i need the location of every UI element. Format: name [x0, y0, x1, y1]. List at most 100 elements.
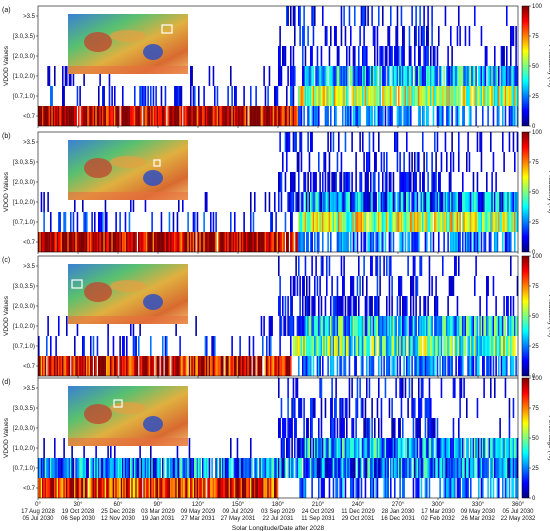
heatmap-cell — [416, 212, 419, 232]
heatmap-cell — [322, 458, 324, 478]
heatmap-cell — [415, 438, 417, 458]
heatmap-cell — [42, 356, 44, 376]
heatmap-cell — [400, 172, 403, 192]
heatmap-cell — [235, 356, 237, 376]
heatmap-cell — [302, 46, 304, 66]
heatmap-cell — [266, 336, 268, 356]
heatmap-cell — [331, 418, 333, 438]
heatmap-cell — [439, 172, 441, 192]
heatmap-cell — [78, 106, 80, 126]
heatmap-cell — [75, 458, 77, 478]
heatmap-cell — [394, 212, 396, 232]
heatmap-cell — [312, 26, 315, 46]
heatmap-cell — [460, 458, 463, 478]
heatmap-cell — [59, 212, 61, 232]
heatmap-cell — [62, 86, 64, 106]
heatmap-cell — [146, 106, 148, 126]
heatmap-cell — [142, 458, 144, 478]
heatmap-cell — [431, 418, 433, 438]
heatmap-cell — [238, 106, 240, 126]
heatmap-cell — [320, 192, 323, 212]
heatmap-cell — [262, 336, 264, 356]
heatmap-cell — [283, 418, 285, 438]
heatmap-cell — [387, 106, 389, 126]
heatmap-cell — [418, 398, 420, 418]
heatmap-cell — [172, 458, 175, 478]
heatmap-cell — [347, 296, 349, 316]
heatmap-cell — [322, 316, 324, 336]
heatmap-cell — [286, 152, 288, 172]
heatmap-cell — [144, 478, 147, 498]
heatmap-cell — [106, 458, 108, 478]
heatmap-cell — [162, 232, 164, 252]
heatmap-cell — [510, 336, 512, 356]
heatmap-cell — [303, 6, 305, 26]
heatmap-cell — [207, 106, 209, 126]
heatmap-cell — [351, 192, 353, 212]
heatmap-cell — [311, 336, 313, 356]
heatmap-cell — [222, 458, 224, 478]
heatmap-cell — [399, 336, 401, 356]
heatmap-cell — [386, 296, 388, 316]
heatmap-cell — [300, 438, 303, 458]
heatmap-cell — [90, 232, 92, 252]
heatmap-cell — [438, 172, 440, 192]
colorbar-label: Probability (%) — [547, 171, 550, 213]
heatmap-cell — [126, 336, 128, 356]
heatmap-cell — [319, 276, 321, 296]
heatmap-cell — [371, 212, 373, 232]
heatmap-cell — [415, 296, 417, 316]
heatmap-cell — [72, 458, 75, 478]
heatmap-cell — [215, 458, 217, 478]
heatmap-cell — [342, 232, 344, 252]
heatmap-cell — [358, 438, 360, 458]
heatmap-cell — [279, 356, 281, 376]
heatmap-cell — [478, 458, 480, 478]
heatmap-cell — [318, 106, 320, 126]
heatmap-cell — [348, 46, 351, 66]
heatmap-cell — [507, 316, 509, 336]
y-axis-title: VDOD Values — [3, 295, 10, 336]
heatmap-cell — [422, 172, 424, 192]
heatmap-cell — [412, 86, 415, 106]
heatmap-cell — [254, 356, 256, 376]
heatmap-cell — [123, 336, 125, 356]
heatmap-cell — [482, 106, 484, 126]
heatmap-cell — [282, 152, 284, 172]
heatmap-cell — [292, 232, 295, 252]
heatmap-cell — [410, 212, 412, 232]
heatmap-cell — [202, 106, 204, 126]
heatmap-cell — [412, 418, 415, 438]
heatmap-cell — [334, 172, 336, 192]
heatmap-cell — [330, 212, 332, 232]
heatmap-cell — [352, 232, 355, 252]
heatmap-cell — [38, 478, 40, 498]
heatmap-cell — [484, 86, 487, 106]
heatmap-cell — [510, 232, 512, 252]
heatmap-cell — [368, 192, 371, 212]
heatmap-cell — [267, 478, 269, 498]
heatmap-cell — [224, 106, 227, 126]
heatmap-cell — [468, 86, 471, 106]
heatmap-cell — [503, 212, 505, 232]
heatmap-cell — [100, 232, 103, 252]
heatmap-cell — [152, 86, 155, 106]
heatmap-cell — [338, 86, 340, 106]
heatmap-cell — [419, 256, 421, 276]
heatmap-cell — [414, 46, 416, 66]
heatmap-cell — [311, 256, 313, 276]
heatmap-cell — [411, 212, 413, 232]
heatmap-cell — [72, 212, 75, 232]
heatmap-cell — [455, 86, 457, 106]
heatmap-cell — [512, 478, 515, 498]
heatmap-cell — [331, 86, 333, 106]
heatmap-cell — [348, 106, 351, 126]
heatmap-cell — [394, 478, 396, 498]
heatmap-cell — [308, 438, 311, 458]
heatmap-cell — [59, 478, 61, 498]
heatmap-cell — [463, 192, 465, 212]
heatmap-cell — [222, 356, 224, 376]
heatmap-cell — [175, 458, 177, 478]
heatmap-cell — [72, 66, 75, 86]
heatmap-cell — [454, 478, 456, 498]
